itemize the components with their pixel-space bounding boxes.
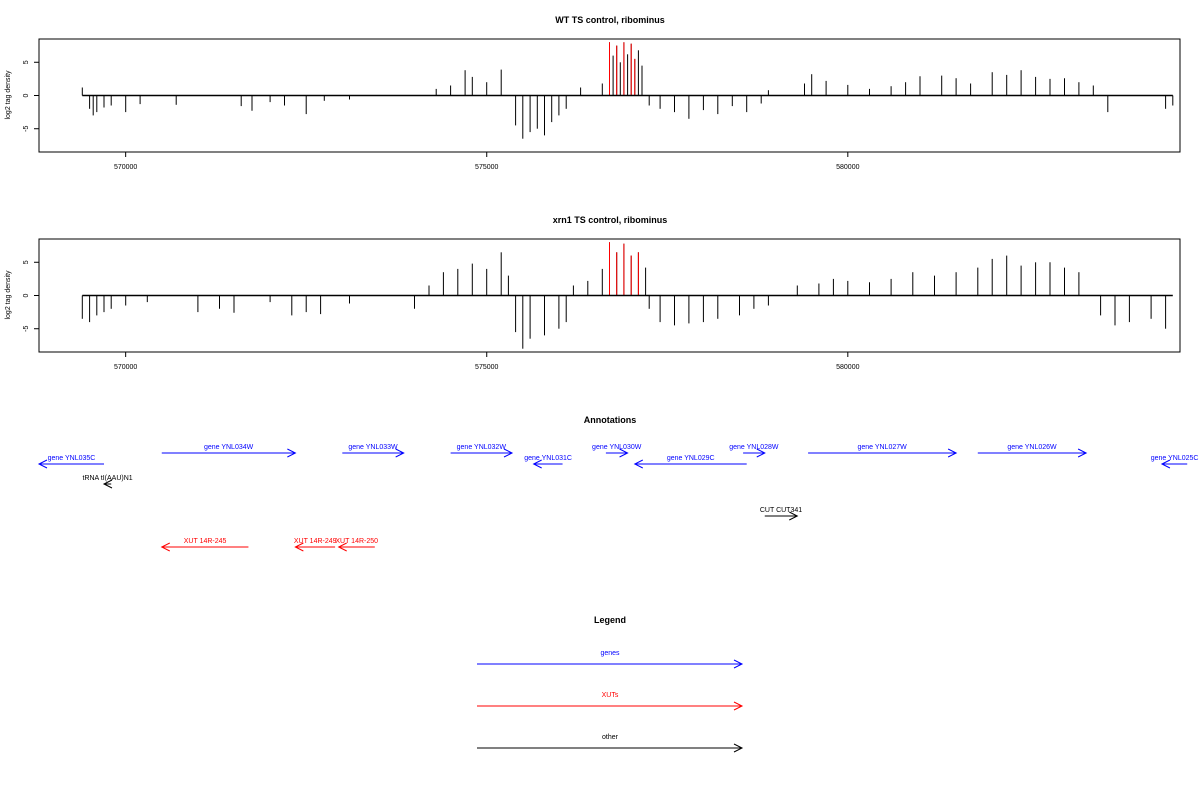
feature-arrowhead <box>619 448 629 458</box>
feature-arrowhead <box>1160 459 1171 469</box>
x-axis-wt: 570000 575000 580000 <box>114 152 860 171</box>
feature-label: gene YNL031C <box>524 455 572 462</box>
feature-label: gene YNL030W <box>592 444 642 451</box>
feature-arrowhead <box>160 542 170 552</box>
feature-arrowhead <box>733 659 744 669</box>
feature-label: gene YNL034W <box>204 444 254 451</box>
feature-label: gene YNL025C <box>1151 455 1199 462</box>
ylabel-xrn1: log2 tag density <box>5 270 12 320</box>
annotation-feature: XUT 14R-249 <box>294 538 337 552</box>
annotation-feature: gene YNL027W <box>808 444 958 458</box>
feature-arrowhead <box>503 448 514 458</box>
feature-label: XUT 14R-249 <box>294 538 337 545</box>
x-tick-label: 580000 <box>836 164 859 171</box>
feature-label: gene YNL032W <box>457 444 507 451</box>
y-axis-wt: -5 0 5 <box>23 60 39 132</box>
panel-title-wt: WT TS control, ribominus <box>555 15 665 25</box>
feature-arrowhead <box>337 542 347 552</box>
feature-arrowhead <box>947 448 958 458</box>
feature-label: gene YNL027W <box>857 444 907 451</box>
signal-bars-xrn1 <box>81 242 1173 349</box>
x-tick-label: 570000 <box>114 364 137 371</box>
annotation-feature: CUT CUT341 <box>760 507 802 521</box>
annotation-feature: gene YNL026W <box>977 444 1088 458</box>
legend-item: XUTs <box>477 692 744 711</box>
legend-label: other <box>602 734 619 741</box>
feature-arrowhead <box>733 701 744 711</box>
feature-arrowhead <box>37 459 48 469</box>
legend-section: Legend genes XUTs other <box>477 615 744 753</box>
legend-item: genes <box>477 650 744 669</box>
annotation-feature: gene YNL030W <box>592 444 642 458</box>
panel-wt: WT TS control, ribominus log2 tag densit… <box>5 15 1181 171</box>
annotation-features: gene YNL035C gene YNL034W gene YNL033W gene… <box>37 444 1199 552</box>
x-tick-label: 575000 <box>475 164 498 171</box>
annotation-feature: gene YNL035C <box>37 455 104 469</box>
feature-label: gene YNL035C <box>48 455 96 462</box>
feature-label: XUT 14R-250 <box>335 538 378 545</box>
x-tick-label: 580000 <box>836 364 859 371</box>
annotation-feature: gene YNL029C <box>633 455 747 469</box>
annotation-feature: gene YNL025C <box>1151 455 1199 469</box>
legend-label: genes <box>600 650 620 657</box>
y-tick-label: 0 <box>23 93 30 97</box>
y-tick-label: 5 <box>23 60 30 64</box>
annotation-feature: gene YNL028W <box>729 444 779 458</box>
panel-title-xrn1: xrn1 TS control, ribominus <box>553 215 668 225</box>
feature-arrowhead <box>789 511 799 521</box>
feature-label: gene YNL028W <box>729 444 779 451</box>
y-tick-label: 0 <box>23 293 30 297</box>
annotation-feature: XUT 14R-250 <box>335 538 378 552</box>
y-tick-label: 5 <box>23 260 30 264</box>
annotation-feature: XUT 14R-245 <box>160 538 249 552</box>
feature-arrowhead <box>1077 448 1088 458</box>
feature-label: gene YNL029C <box>667 455 715 462</box>
signal-bars-wt <box>81 42 1174 139</box>
annotation-feature: gene YNL033W <box>342 444 405 458</box>
ylabel-wt: log2 tag density <box>5 70 12 120</box>
feature-label: XUT 14R-245 <box>184 538 227 545</box>
feature-arrowhead <box>733 743 744 753</box>
legend-label: XUTs <box>602 692 619 699</box>
y-tick-label: -5 <box>23 126 30 132</box>
x-tick-label: 575000 <box>475 364 498 371</box>
feature-arrowhead <box>294 542 304 552</box>
legend-items: genes XUTs other <box>477 650 744 753</box>
y-tick-label: -5 <box>23 326 30 332</box>
y-axis-xrn1: -5 0 5 <box>23 260 39 332</box>
legend-item: other <box>477 734 744 753</box>
x-tick-label: 570000 <box>114 164 137 171</box>
panel-xrn1: xrn1 TS control, ribominus log2 tag dens… <box>5 215 1181 371</box>
legend-title: Legend <box>594 615 626 625</box>
feature-arrowhead <box>395 448 405 458</box>
annotation-feature: gene YNL032W <box>450 444 514 458</box>
annotation-feature: gene YNL031C <box>524 455 572 469</box>
annotation-feature: tRNA tI(AAU)N1 <box>83 475 133 489</box>
feature-arrowhead <box>756 448 766 458</box>
feature-label: gene YNL026W <box>1007 444 1057 451</box>
feature-arrowhead <box>102 479 113 489</box>
feature-arrowhead <box>532 459 542 469</box>
feature-arrowhead <box>287 448 297 458</box>
annotations-title: Annotations <box>584 415 637 425</box>
feature-arrowhead <box>633 459 643 469</box>
annotation-feature: gene YNL034W <box>161 444 297 458</box>
x-axis-xrn1: 570000 575000 580000 <box>114 352 860 371</box>
feature-label: gene YNL033W <box>348 444 398 451</box>
feature-label: tRNA tI(AAU)N1 <box>83 475 133 482</box>
feature-label: CUT CUT341 <box>760 507 802 514</box>
